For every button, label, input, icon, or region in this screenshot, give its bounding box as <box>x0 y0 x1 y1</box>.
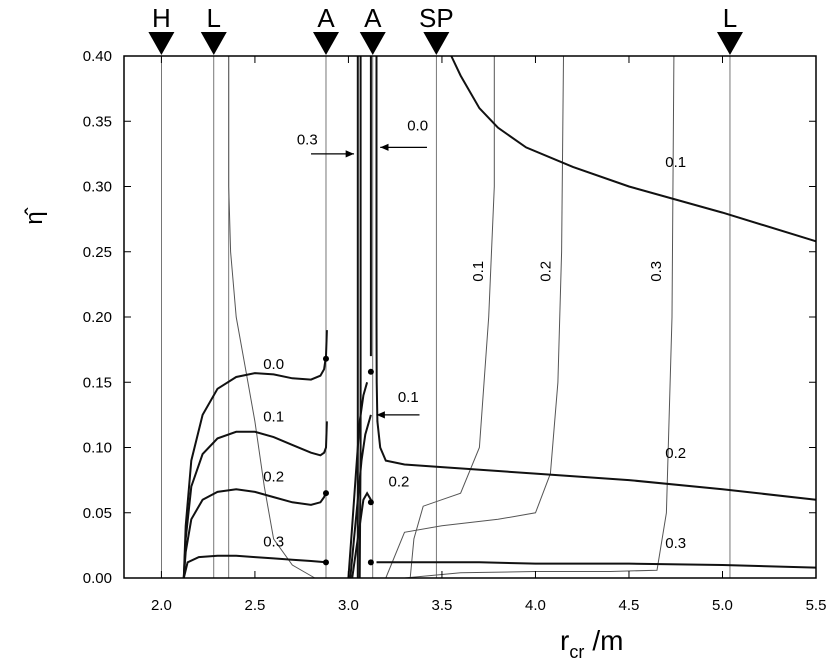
marker-label-2: A <box>317 3 335 33</box>
thick-curve-5 <box>376 561 817 569</box>
endpoint-4 <box>367 499 374 506</box>
thin-curve-3 <box>404 55 675 579</box>
x-tick-label-7: 5.5 <box>806 597 827 614</box>
y-axis-title: η̂ <box>21 207 48 224</box>
curve-label-7: 0.2 <box>389 474 410 491</box>
curve-label-4: 0.3 <box>297 132 318 149</box>
marker-label-5: L <box>723 3 737 33</box>
x-tick-label-4: 4.0 <box>525 597 546 614</box>
curve-label-0: 0.0 <box>263 356 284 373</box>
marker-triangle-4 <box>423 32 450 55</box>
endpoint-3 <box>367 368 374 375</box>
y-axis-ticks: 0.00 0.05 0.10 0.15 0.20 0.25 0.30 0.35 0.40 <box>83 48 816 587</box>
x-tick-label-2: 3.0 <box>338 597 359 614</box>
annotation-arrows <box>311 143 427 419</box>
endpoint-1 <box>322 490 329 497</box>
y-tick-label-0: 0.00 <box>83 570 112 587</box>
marker-triangle-2 <box>312 32 339 55</box>
marker-triangle-0 <box>148 32 175 55</box>
marker-triangle-3 <box>359 32 386 55</box>
curve-label-5: 0.0 <box>407 117 428 134</box>
x-axis-ticks: 2.0 2.5 3.0 3.5 4.0 4.5 5.0 5.5 <box>151 56 826 614</box>
x-axis-title-suffix: /m <box>592 625 623 656</box>
thick-curve-2 <box>182 488 327 579</box>
curve-label-2: 0.2 <box>263 468 284 485</box>
y-tick-label-5: 0.25 <box>83 244 112 261</box>
y-tick-label-7: 0.35 <box>83 113 112 130</box>
curve-label-1: 0.1 <box>263 408 284 425</box>
curve-label-10: 0.3 <box>665 535 686 552</box>
thick-curve-1 <box>182 421 328 579</box>
x-axis-title-sub: cr <box>569 642 584 662</box>
thick-curve-3 <box>182 554 327 579</box>
thin-curve-2 <box>385 55 564 579</box>
curve-labels: 0.0 0.1 0.2 0.3 0.3 0.0 0.1 0.2 0.1 0.2 0.3 0.1 0.2 0… <box>263 117 686 552</box>
y-tick-label-4: 0.20 <box>83 309 112 326</box>
marker-triangle-1 <box>200 32 227 55</box>
thin-curve-0 <box>228 56 316 579</box>
y-tick-label-2: 0.10 <box>83 440 112 457</box>
curve-label-12: 0.2 <box>537 261 554 282</box>
y-tick-label-8: 0.40 <box>83 48 112 65</box>
marker-label-4: SP <box>419 3 454 33</box>
x-axis-title-main: r <box>560 625 569 656</box>
curve-label-11: 0.1 <box>470 261 487 282</box>
thick-curve-0 <box>182 330 328 579</box>
y-tick-label-6: 0.30 <box>83 179 112 196</box>
endpoint-0 <box>322 355 329 362</box>
curve-label-13: 0.3 <box>648 261 665 282</box>
thick-curve-6 <box>450 55 817 243</box>
thick-curve-4 <box>375 56 817 501</box>
thick-curve-10 <box>358 56 362 579</box>
vertical-reference-lines <box>161 56 731 578</box>
y-tick-label-3: 0.15 <box>83 374 112 391</box>
marker-triangle-5 <box>716 32 743 55</box>
marker-label-1: L <box>207 3 221 33</box>
thin-curve-1 <box>409 56 495 579</box>
curve-label-6: 0.1 <box>398 389 419 406</box>
endpoint-2 <box>322 559 329 566</box>
endpoint-5 <box>367 559 374 566</box>
x-tick-label-1: 2.5 <box>244 597 265 614</box>
plot-frame <box>123 55 817 579</box>
y-tick-label-1: 0.05 <box>83 505 112 522</box>
marker-label-0: H <box>152 3 171 33</box>
curve-endpoints <box>322 355 374 566</box>
curve-label-9: 0.2 <box>665 445 686 462</box>
thin-curves <box>228 55 675 579</box>
x-tick-label-6: 5.0 <box>712 597 733 614</box>
marker-label-3: A <box>364 3 382 33</box>
top-markers: H L A A SP L <box>148 3 743 55</box>
thick-curve-9 <box>351 491 372 579</box>
x-tick-label-3: 3.5 <box>432 597 453 614</box>
x-tick-label-5: 4.5 <box>619 597 640 614</box>
curve-label-8: 0.1 <box>665 154 686 171</box>
x-tick-label-0: 2.0 <box>151 597 172 614</box>
x-axis-title: rcr/m <box>560 625 623 662</box>
curve-label-3: 0.3 <box>263 534 284 551</box>
thick-curves <box>182 55 817 579</box>
